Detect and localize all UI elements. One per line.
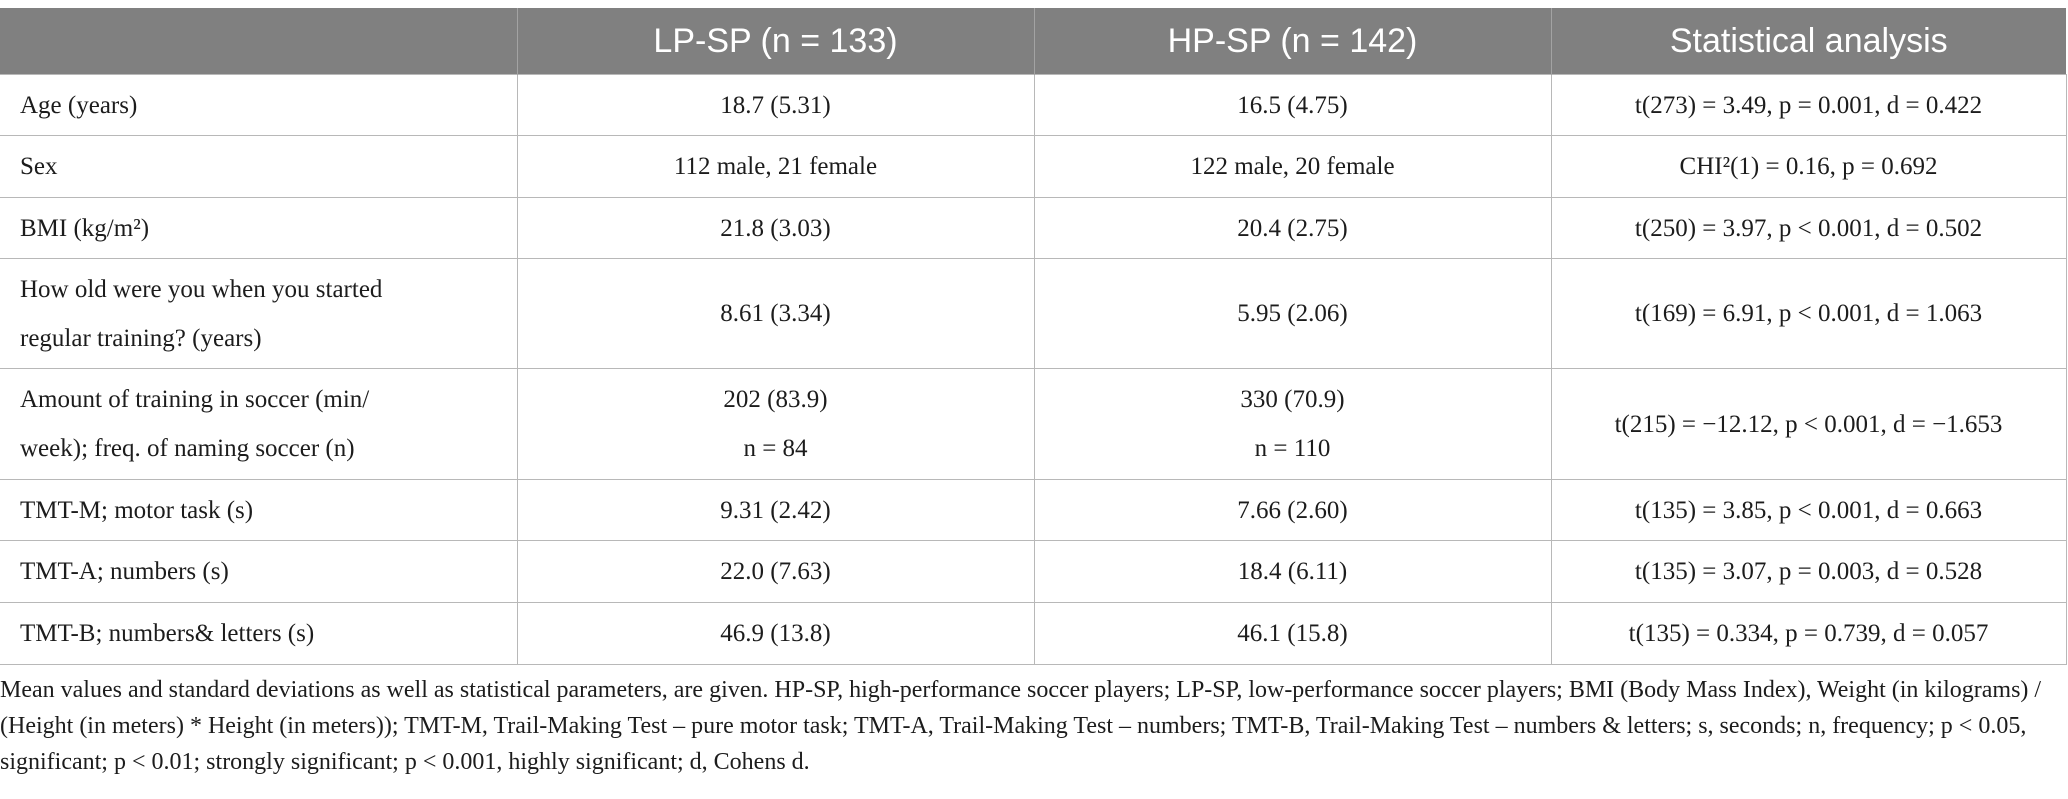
row-label: Sex	[0, 135, 518, 198]
row-label-line: Amount of training in soccer (min/	[20, 386, 370, 413]
stat-value: t(135) = 3.07, p = 0.003, d = 0.528	[1550, 540, 2067, 603]
table-row: Age (years) 18.7 (5.31) 16.5 (4.75) t(27…	[0, 74, 2067, 136]
stat-value: t(273) = 3.49, p = 0.001, d = 0.422	[1550, 74, 2067, 136]
lp-sp-mean: 202 (83.9)	[723, 386, 828, 413]
hp-sp-value: 122 male, 20 female	[1033, 135, 1552, 198]
hp-sp-value: 18.4 (6.11)	[1033, 540, 1552, 603]
lp-sp-n: n = 84	[743, 435, 808, 462]
row-label: BMI (kg/m²)	[0, 197, 518, 259]
row-label: How old were you when you started regula…	[0, 258, 518, 369]
lp-sp-value: 46.9 (13.8)	[516, 602, 1035, 665]
lp-sp-value: 18.7 (5.31)	[516, 74, 1035, 136]
hp-sp-n: n = 110	[1254, 435, 1331, 462]
lp-sp-value: 22.0 (7.63)	[516, 540, 1035, 603]
hp-sp-value: 7.66 (2.60)	[1033, 479, 1552, 541]
table-row: Amount of training in soccer (min/ week)…	[0, 368, 2067, 480]
lp-sp-value: 8.61 (3.34)	[516, 258, 1035, 369]
row-label-line: regular training? (years)	[20, 324, 262, 352]
hp-sp-value: 20.4 (2.75)	[1033, 197, 1552, 259]
stat-value: CHI²(1) = 0.16, p = 0.692	[1550, 135, 2067, 198]
row-label: TMT-A; numbers (s)	[0, 540, 518, 603]
header-label-col	[0, 8, 517, 75]
lp-sp-value: 9.31 (2.42)	[516, 479, 1035, 541]
row-label: TMT-M; motor task (s)	[0, 479, 518, 541]
stat-value: t(250) = 3.97, p < 0.001, d = 0.502	[1550, 197, 2067, 259]
table-row: TMT-B; numbers& letters (s) 46.9 (13.8) …	[0, 602, 2067, 665]
data-table: LP-SP (n = 133) HP-SP (n = 142) Statisti…	[0, 8, 2067, 665]
table-footnote: Mean values and standard deviations as w…	[0, 677, 2042, 775]
header-lp-sp: LP-SP (n = 133)	[516, 8, 1034, 75]
header-row: LP-SP (n = 133) HP-SP (n = 142) Statisti…	[0, 8, 2066, 75]
row-label-line: How old were you when you started	[20, 275, 383, 303]
table-row: TMT-M; motor task (s) 9.31 (2.42) 7.66 (…	[0, 479, 2067, 541]
table-row: TMT-A; numbers (s) 22.0 (7.63) 18.4 (6.1…	[0, 540, 2067, 603]
table-row: Sex 112 male, 21 female 122 male, 20 fem…	[0, 135, 2067, 198]
stat-value: t(215) = −12.12, p < 0.001, d = −1.653	[1550, 368, 2067, 480]
row-label-line: week); freq. of naming soccer (n)	[20, 435, 355, 462]
lp-sp-value: 21.8 (3.03)	[516, 197, 1035, 259]
lp-sp-value: 202 (83.9) n = 84	[516, 368, 1035, 480]
header-statistical-analysis: Statistical analysis	[1550, 8, 2066, 75]
hp-sp-value: 330 (70.9) n = 110	[1033, 368, 1552, 480]
table-row: How old were you when you started regula…	[0, 258, 2067, 369]
row-label: Age (years)	[0, 74, 518, 136]
row-label: TMT-B; numbers& letters (s)	[0, 602, 518, 665]
hp-sp-value: 5.95 (2.06)	[1033, 258, 1552, 369]
stat-value: t(169) = 6.91, p < 0.001, d = 1.063	[1550, 258, 2067, 369]
stat-value: t(135) = 3.85, p < 0.001, d = 0.663	[1550, 479, 2067, 541]
hp-sp-mean: 330 (70.9)	[1240, 386, 1345, 413]
lp-sp-value: 112 male, 21 female	[516, 135, 1035, 198]
hp-sp-value: 16.5 (4.75)	[1033, 74, 1552, 136]
table-row: BMI (kg/m²) 21.8 (3.03) 20.4 (2.75) t(25…	[0, 197, 2067, 259]
row-label: Amount of training in soccer (min/ week)…	[0, 368, 518, 480]
hp-sp-value: 46.1 (15.8)	[1033, 602, 1552, 665]
header-hp-sp: HP-SP (n = 142)	[1033, 8, 1551, 75]
stat-value: t(135) = 0.334, p = 0.739, d = 0.057	[1550, 602, 2067, 665]
